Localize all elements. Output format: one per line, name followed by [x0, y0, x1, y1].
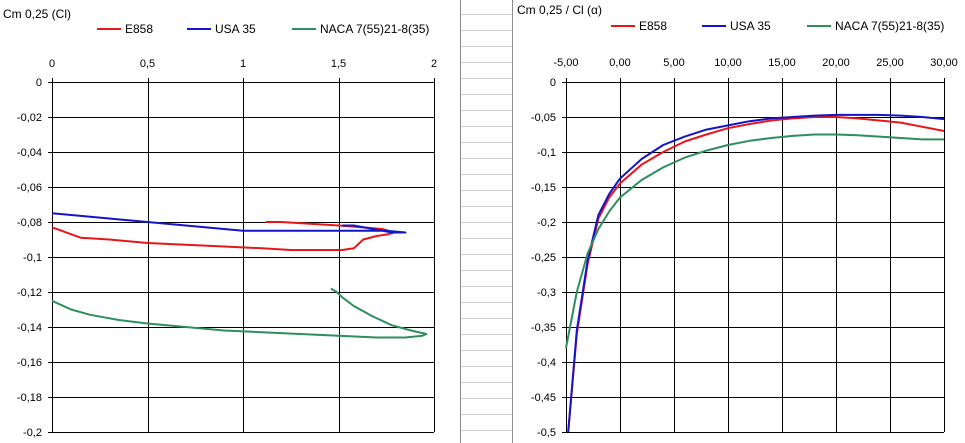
sheet-gutter-gridlines: [461, 14, 512, 431]
legend-label: NACA 7(55)21-8(35): [320, 22, 429, 36]
chart-1-y-tick-label: -0,06: [17, 182, 42, 194]
chart-2-gridlines: [566, 82, 945, 433]
chart-1-y-tick-label: -0,16: [17, 357, 42, 369]
chart-cm-vs-cl: Cm 0,25 (Cl) E858 USA 35 NACA 7(55)21-8(35…: [3, 7, 437, 439]
chart-1-legend: E858 USA 35 NACA 7(55)21-8(35): [97, 22, 429, 36]
chart-2-y-tick-label: -0,45: [531, 392, 556, 404]
chart-1-x-tick-label: 0: [49, 58, 55, 70]
chart-1-series-line-naca-7-55-21-8-35-: [51, 287, 428, 339]
chart-2-series: [565, 113, 945, 433]
chart-2-legend: E858 USA 35 NACA 7(55)21-8(35): [611, 19, 944, 33]
chart-1-series: [51, 212, 428, 339]
chart-2-x-tick-label: 0,00: [609, 57, 630, 69]
chart-cm-over-cl-vs-alpha: Cm 0,25 / Cl (α) E858 USA 35 NACA 7(55)21-…: [517, 3, 958, 439]
chart-2-x-tick-label: 25,00: [876, 57, 904, 69]
chart-1-x-tick-label: 1: [240, 58, 246, 70]
chart-1-x-tick-label: 1,5: [331, 58, 346, 70]
chart-1-title: Cm 0,25 (Cl): [3, 7, 71, 21]
chart-2-series-line-naca-7-55-21-8-35-: [565, 133, 944, 349]
chart-1-axes: [48, 78, 435, 433]
chart-1-y-tick-label: -0,14: [17, 322, 42, 334]
chart-1-y-tick-label: 0: [36, 77, 42, 89]
chart-2-y-tick-label: -0,35: [531, 322, 556, 334]
legend-label: E858: [639, 19, 667, 33]
chart-2-x-tick-label: 10,00: [714, 57, 742, 69]
chart-1-y-tick-label: -0,02: [17, 112, 42, 124]
chart-1-y-tick-label: -0,1: [23, 252, 42, 264]
chart-2-y-tick-label: -0,1: [537, 147, 556, 159]
sheet-gutter: [460, 0, 512, 443]
chart-1-y-tick-label: -0,18: [17, 392, 42, 404]
chart-1-gridlines: [52, 82, 435, 433]
chart-2-y-tick-label: -0,3: [537, 287, 556, 299]
chart-2-y-tick-label: -0,5: [537, 427, 556, 439]
legend-label: E858: [125, 22, 153, 36]
chart-2-y-tick-label: 0: [550, 77, 556, 89]
chart-2-y-tick-label: -0,15: [531, 182, 556, 194]
chart-1-series-line-usa-35: [51, 212, 407, 234]
chart-2-x-tick-label: 20,00: [822, 57, 850, 69]
legend-label: NACA 7(55)21-8(35): [835, 19, 944, 33]
chart-1-x-tick-label: 0,5: [140, 58, 155, 70]
chart-2-x-tick-label: 30,00: [930, 57, 958, 69]
chart-1-x-tick-label: 2: [431, 58, 437, 70]
chart-2-axes: [562, 78, 945, 433]
chart-1-y-tick-label: -0,12: [17, 287, 42, 299]
legend-label: USA 35: [215, 22, 256, 36]
chart-1-y-tick-label: -0,2: [23, 427, 42, 439]
chart-2-y-tick-label: -0,2: [537, 217, 556, 229]
chart-2-x-tick-label: 15,00: [768, 57, 796, 69]
chart-2-x-tick-label: -5,00: [553, 57, 578, 69]
chart-1-y-tick-label: -0,04: [17, 147, 42, 159]
chart-1-tick-labels: 0 0,5 1 1,5 2 0 -0,02 -0,04 -0,06 -0,08 -0,1 -0,12 -…: [17, 58, 437, 439]
chart-2-y-tick-label: -0,05: [531, 112, 556, 124]
chart-2-title: Cm 0,25 / Cl (α): [517, 3, 602, 17]
chart-2-x-tick-label: 5,00: [663, 57, 684, 69]
chart-2-y-tick-label: -0,25: [531, 252, 556, 264]
chart-2-series-line-e858: [567, 116, 945, 433]
chart-2-tick-labels: -5,00 0,00 5,00 10,00 15,00 20,00 25,00 30,00 0 -…: [531, 57, 958, 439]
legend-label: USA 35: [730, 19, 771, 33]
chart-1-y-tick-label: -0,08: [17, 217, 42, 229]
chart-2-y-tick-label: -0,4: [537, 357, 556, 369]
chart-2-series-line-usa-35: [567, 113, 945, 433]
